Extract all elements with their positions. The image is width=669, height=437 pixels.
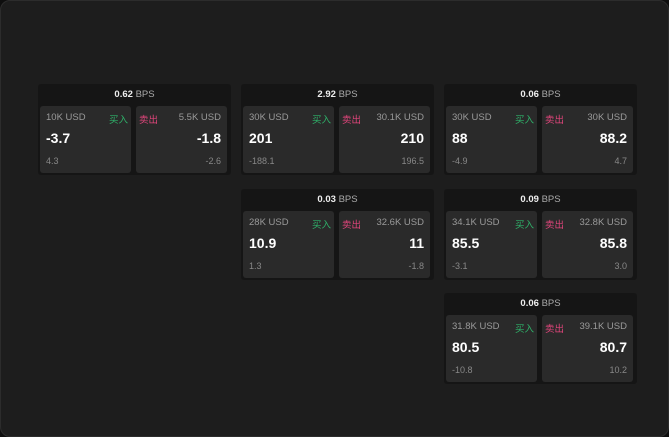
spread-value: 0.06 <box>520 89 539 100</box>
sell-cell[interactable]: 卖出 32.8K USD 85.8 3.0 <box>542 211 633 278</box>
spread-value: 0.06 <box>520 298 539 309</box>
bid-size: 28K USD <box>249 217 289 228</box>
bid-size: 30K USD <box>249 112 289 123</box>
spread-unit: BPS <box>135 89 155 100</box>
spread-header: 0.03 BPS <box>241 189 434 210</box>
buy-label: 买入 <box>311 220 331 231</box>
ask-change: 4.7 <box>614 156 627 166</box>
spread-unit: BPS <box>541 89 561 100</box>
buy-label: 买入 <box>514 324 534 335</box>
bid-size: 34.1K USD <box>452 217 500 228</box>
spread-header: 0.09 BPS <box>444 189 637 210</box>
spread-unit: BPS <box>541 298 561 309</box>
ask-change: 3.0 <box>614 261 627 271</box>
spread-header: 2.92 BPS <box>241 84 434 105</box>
spread-value: 2.92 <box>317 89 336 100</box>
sell-label: 卖出 <box>545 324 565 335</box>
sell-label: 卖出 <box>342 220 362 231</box>
ask-price: 80.7 <box>599 339 627 355</box>
quote-card: 0.06 BPS 30K USD 买入 88 -4.9 卖出 30K USD 8… <box>444 84 637 175</box>
ask-change: -2.6 <box>205 156 221 166</box>
ask-size: 5.5K USD <box>178 112 221 123</box>
spread-header: 0.62 BPS <box>38 84 231 105</box>
buy-cell[interactable]: 30K USD 买入 201 -188.1 <box>243 106 334 173</box>
ask-change: 196.5 <box>401 156 424 166</box>
bid-size: 30K USD <box>452 112 492 123</box>
spread-unit: BPS <box>338 194 358 205</box>
sell-cell[interactable]: 卖出 32.6K USD 11 -1.8 <box>339 211 430 278</box>
bid-change: -3.1 <box>452 261 468 271</box>
bid-change: 4.3 <box>46 156 59 166</box>
bid-price: -3.7 <box>46 130 71 146</box>
ask-size: 30.1K USD <box>376 112 424 123</box>
quote-card: 2.92 BPS 30K USD 买入 201 -188.1 卖出 30.1K … <box>241 84 434 175</box>
ask-change: -1.8 <box>408 261 424 271</box>
bid-change: -10.8 <box>452 365 473 375</box>
bid-change: -4.9 <box>452 156 468 166</box>
quote-card: 0.09 BPS 34.1K USD 买入 85.5 -3.1 卖出 32.8K… <box>444 189 637 280</box>
bid-price: 201 <box>249 130 273 146</box>
ask-price: 210 <box>400 130 424 146</box>
bid-size: 31.8K USD <box>452 321 500 332</box>
spread-value: 0.09 <box>520 194 539 205</box>
sell-cell[interactable]: 卖出 30.1K USD 210 196.5 <box>339 106 430 173</box>
sell-cell[interactable]: 卖出 5.5K USD -1.8 -2.6 <box>136 106 227 173</box>
sell-cell[interactable]: 卖出 30K USD 88.2 4.7 <box>542 106 633 173</box>
spread-value: 0.03 <box>317 194 336 205</box>
buy-cell[interactable]: 28K USD 买入 10.9 1.3 <box>243 211 334 278</box>
ask-size: 30K USD <box>587 112 627 123</box>
buy-label: 买入 <box>514 220 534 231</box>
ask-price: -1.8 <box>196 130 221 146</box>
bid-price: 88 <box>452 130 468 146</box>
bid-price: 10.9 <box>249 235 277 251</box>
spread-unit: BPS <box>541 194 561 205</box>
bid-change: -188.1 <box>249 156 275 166</box>
ask-change: 10.2 <box>609 365 627 375</box>
quote-card: 0.62 BPS 10K USD 买入 -3.7 4.3 卖出 5.5K USD… <box>38 84 231 175</box>
ask-price: 85.8 <box>599 235 627 251</box>
spread-header: 0.06 BPS <box>444 293 637 314</box>
buy-cell[interactable]: 30K USD 买入 88 -4.9 <box>446 106 537 173</box>
buy-label: 买入 <box>108 115 128 126</box>
buy-cell[interactable]: 34.1K USD 买入 85.5 -3.1 <box>446 211 537 278</box>
ask-size: 32.6K USD <box>376 217 424 228</box>
bid-price: 80.5 <box>452 339 480 355</box>
ask-price: 11 <box>409 235 424 251</box>
sell-label: 卖出 <box>342 115 362 126</box>
buy-label: 买入 <box>514 115 534 126</box>
sell-label: 卖出 <box>545 220 565 231</box>
quote-card: 0.03 BPS 28K USD 买入 10.9 1.3 卖出 32.6K US… <box>241 189 434 280</box>
quote-card: 0.06 BPS 31.8K USD 买入 80.5 -10.8 卖出 39.1… <box>444 293 637 384</box>
buy-label: 买入 <box>311 115 331 126</box>
bid-price: 85.5 <box>452 235 480 251</box>
ask-price: 88.2 <box>599 130 627 146</box>
bid-change: 1.3 <box>249 261 262 271</box>
ask-size: 32.8K USD <box>579 217 627 228</box>
spread-unit: BPS <box>338 89 358 100</box>
sell-cell[interactable]: 卖出 39.1K USD 80.7 10.2 <box>542 315 633 382</box>
sell-label: 卖出 <box>139 115 159 126</box>
sell-label: 卖出 <box>545 115 565 126</box>
spread-header: 0.06 BPS <box>444 84 637 105</box>
buy-cell[interactable]: 10K USD 买入 -3.7 4.3 <box>40 106 131 173</box>
spread-value: 0.62 <box>114 89 133 100</box>
bid-size: 10K USD <box>46 112 86 123</box>
ask-size: 39.1K USD <box>579 321 627 332</box>
buy-cell[interactable]: 31.8K USD 买入 80.5 -10.8 <box>446 315 537 382</box>
